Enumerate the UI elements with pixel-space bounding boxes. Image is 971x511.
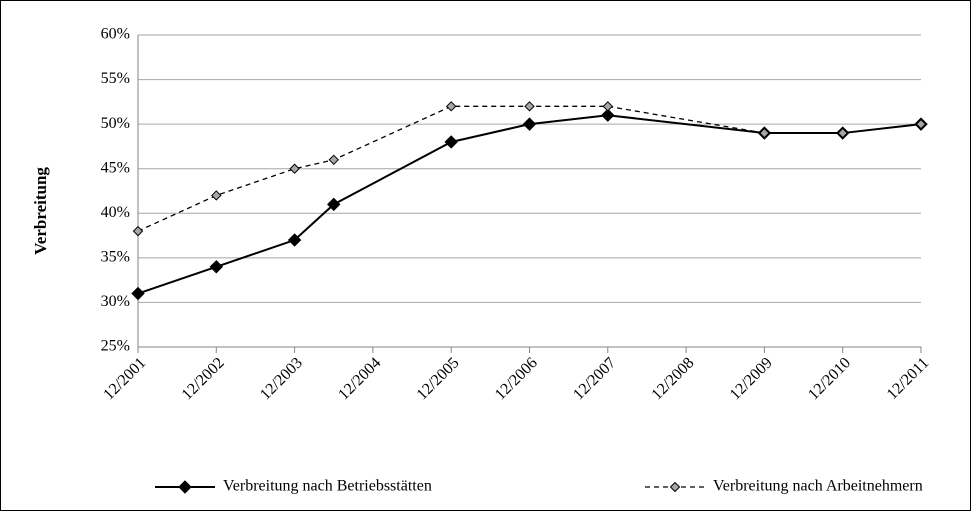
data-point: [209, 260, 224, 274]
y-tick-label: 50%: [101, 115, 130, 132]
legend-label: Verbreitung nach Arbeitnehmern: [713, 478, 923, 495]
data-point: [328, 154, 339, 166]
data-point: [837, 127, 848, 139]
y-tick-label: 60%: [101, 26, 130, 43]
y-tick-label: 35%: [101, 249, 130, 266]
y-tick-label: 40%: [101, 204, 130, 221]
y-tick-label: 55%: [101, 70, 130, 87]
data-point: [132, 225, 144, 237]
legend-marker: [178, 480, 192, 494]
y-axis-label: Verbreitung: [31, 167, 50, 255]
data-point: [211, 190, 222, 201]
data-point: [915, 118, 927, 130]
legend-label: Verbreitung nach Betriebsstätten: [223, 478, 432, 495]
data-point: [445, 101, 457, 112]
legend-marker: [669, 481, 681, 493]
data-point: [602, 101, 614, 112]
data-point: [327, 197, 341, 212]
data-point: [524, 101, 535, 112]
y-tick-label: 45%: [101, 159, 130, 176]
data-point: [287, 233, 302, 247]
data-point: [522, 117, 537, 131]
data-point: [759, 127, 770, 139]
data-point: [601, 108, 615, 122]
series-line: [137, 105, 922, 232]
data-point: [289, 163, 300, 174]
data-point: [131, 286, 145, 301]
data-point: [444, 135, 458, 149]
y-tick-label: 25%: [101, 338, 130, 355]
series-line: [137, 114, 922, 295]
y-tick-label: 30%: [101, 293, 130, 310]
